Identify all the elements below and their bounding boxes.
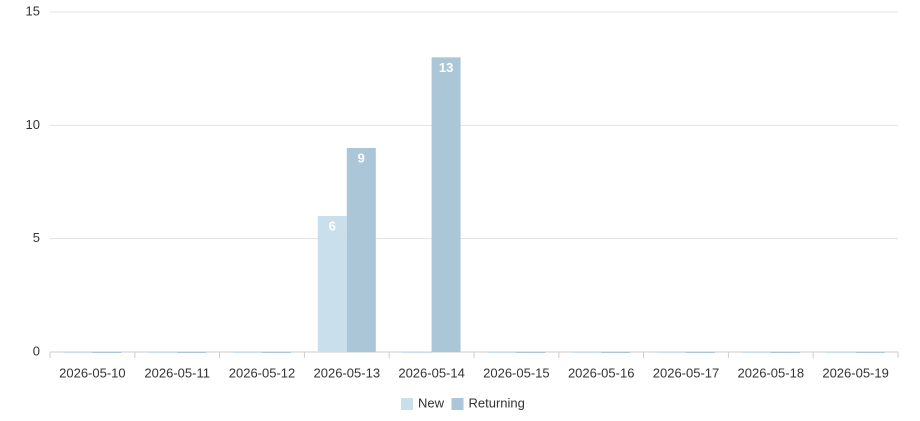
bar [233, 352, 262, 353]
legend-swatch [401, 398, 413, 410]
x-tick-label: 2026-05-18 [738, 365, 805, 380]
bar [572, 352, 602, 353]
bar [516, 352, 546, 353]
bar [92, 352, 122, 353]
legend-swatch [451, 398, 464, 410]
bar [657, 352, 686, 353]
bar [262, 352, 291, 353]
bar [63, 352, 93, 353]
legend-label: Returning [469, 395, 525, 410]
x-tick-label: 2026-05-15 [483, 365, 550, 380]
y-tick-label: 0 [33, 343, 40, 358]
x-tick-label: 2026-05-17 [653, 365, 720, 380]
x-tick-label: 2026-05-19 [822, 365, 889, 380]
bar [346, 148, 376, 352]
bar [855, 352, 885, 353]
x-tick-label: 2026-05-16 [568, 365, 635, 380]
bar [177, 352, 207, 353]
data-label: 13 [439, 60, 453, 75]
bar [317, 216, 347, 352]
x-tick-label: 2026-05-14 [398, 365, 465, 380]
data-label: 9 [358, 150, 365, 165]
bar [686, 352, 715, 353]
bar [741, 352, 771, 353]
x-tick-label: 2026-05-13 [314, 365, 381, 380]
y-tick-label: 15 [26, 3, 40, 18]
y-tick-label: 5 [33, 230, 40, 245]
bar [826, 352, 856, 353]
legend-label: New [418, 395, 445, 410]
bar [431, 57, 461, 352]
bar [148, 352, 178, 353]
x-tick-label: 2026-05-10 [59, 365, 126, 380]
y-tick-label: 10 [26, 117, 40, 132]
bar [770, 352, 800, 353]
data-label: 6 [329, 218, 336, 233]
bar [402, 352, 432, 353]
x-tick-label: 2026-05-11 [144, 365, 210, 380]
x-tick-label: 2026-05-12 [229, 365, 296, 380]
bar [487, 352, 517, 353]
bar [601, 352, 631, 353]
